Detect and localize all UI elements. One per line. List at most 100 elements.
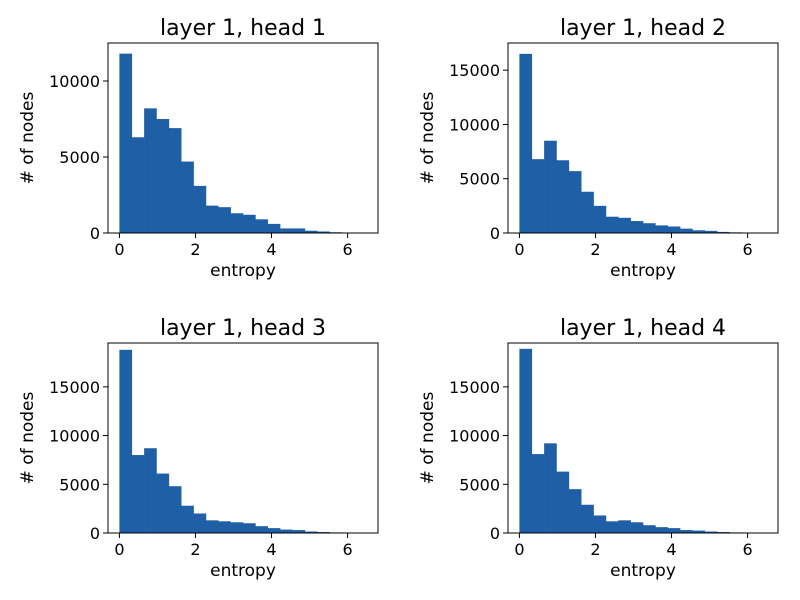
histogram-bar — [704, 531, 718, 533]
x-tick-label: 4 — [266, 540, 276, 559]
x-tick-label: 4 — [266, 240, 276, 259]
histogram-bar — [205, 205, 219, 233]
histogram-bar — [168, 128, 182, 233]
histogram-bar — [267, 528, 281, 533]
y-tick-label: 10000 — [449, 427, 500, 446]
histogram-bar — [218, 521, 231, 533]
histogram-bar — [519, 348, 533, 533]
histogram-bar — [630, 221, 644, 233]
histogram-bar — [144, 448, 157, 533]
y-tick-label: 15000 — [49, 378, 100, 397]
chart-title: layer 1, head 1 — [160, 16, 326, 41]
x-tick-label: 0 — [114, 540, 124, 559]
y-tick-label: 10000 — [49, 72, 100, 91]
y-tick-label: 15000 — [449, 378, 500, 397]
histogram-bar — [568, 171, 582, 233]
histogram-bar — [643, 223, 656, 233]
histogram-bar — [519, 53, 533, 233]
histogram-bar — [193, 185, 207, 233]
histogram-bar — [193, 513, 207, 533]
x-axis-label: entropy — [210, 561, 276, 581]
histogram-bar — [255, 526, 269, 533]
histogram-bar — [181, 161, 194, 233]
histogram-bar — [618, 520, 631, 533]
y-axis-label: # of nodes — [18, 392, 38, 485]
histogram-bar — [544, 443, 557, 533]
histogram-bar — [605, 216, 619, 233]
histogram-bar — [144, 108, 157, 233]
x-tick-label: 6 — [342, 240, 352, 259]
x-axis-label: entropy — [210, 261, 276, 281]
x-tick-label: 6 — [742, 240, 752, 259]
histogram-bar — [317, 231, 330, 233]
histogram-bar — [667, 226, 681, 233]
x-tick-label: 2 — [190, 540, 200, 559]
histogram-bar — [593, 205, 607, 233]
y-axis-label: # of nodes — [18, 92, 38, 185]
histogram-bar — [292, 530, 306, 533]
histogram-bar — [205, 520, 219, 533]
histogram-bar — [593, 515, 607, 533]
x-tick-label: 0 — [514, 540, 524, 559]
y-tick-label: 0 — [490, 224, 500, 243]
histogram-bar — [544, 140, 557, 233]
histogram-bar — [568, 489, 582, 533]
axes-frame — [507, 342, 779, 534]
chart-title: layer 1, head 2 — [560, 16, 726, 41]
subplot-1: 0 2 4 6 0 5000 10000 layer 1, head 1 entropy # of… — [18, 16, 379, 281]
histogram-bar — [218, 207, 231, 233]
histogram-bar — [304, 531, 318, 533]
histogram-bar — [267, 223, 281, 233]
subplot-3: 0 2 4 6 0 5000 10000 15000 layer 1, head 3 entrop… — [18, 316, 379, 581]
y-tick-label: 0 — [90, 224, 100, 243]
histogram-bar — [255, 219, 269, 233]
y-tick-label: 5000 — [459, 170, 500, 189]
histogram-bar — [181, 505, 194, 533]
histogram-bar — [717, 231, 730, 233]
histogram-bar — [156, 473, 170, 533]
y-tick-label: 10000 — [449, 115, 500, 134]
chart-title: layer 1, head 3 — [160, 316, 326, 341]
histogram-bar — [131, 455, 145, 533]
histogram-bar — [292, 228, 306, 233]
histogram-bar — [692, 230, 706, 233]
histogram-bar — [667, 528, 681, 533]
axes-frame — [107, 42, 379, 234]
histogram-bar — [680, 530, 693, 533]
histogram-bar — [131, 137, 145, 233]
histogram-bar — [168, 486, 182, 533]
y-tick-label: 0 — [490, 524, 500, 543]
x-tick-label: 6 — [742, 540, 752, 559]
histogram-bar — [280, 529, 293, 533]
x-tick-label: 4 — [666, 540, 676, 559]
histogram-bar — [581, 191, 594, 233]
x-tick-label: 0 — [114, 240, 124, 259]
histogram-bar — [655, 527, 669, 533]
chart-title: layer 1, head 4 — [560, 316, 726, 341]
histogram-bar — [280, 228, 293, 233]
x-tick-label: 4 — [666, 240, 676, 259]
x-tick-label: 2 — [590, 240, 600, 259]
y-tick-label: 10000 — [49, 427, 100, 446]
x-tick-label: 2 — [590, 540, 600, 559]
histogram-bar — [630, 522, 644, 533]
histogram-bar — [119, 53, 133, 233]
histogram-bar — [304, 230, 318, 233]
histogram-bar — [556, 471, 570, 533]
histogram-bar — [243, 214, 256, 233]
x-tick-label: 0 — [514, 240, 524, 259]
histogram-bar — [243, 523, 256, 533]
y-tick-label: 5000 — [59, 148, 100, 167]
histogram-bar — [156, 119, 170, 233]
histogram-bar — [531, 454, 545, 533]
histogram-bar — [704, 230, 718, 233]
histogram-bar — [531, 159, 545, 233]
subplot-2: 0 2 4 6 0 5000 10000 15000 layer 1, head 2 entrop… — [418, 16, 779, 281]
histogram-bar — [618, 217, 631, 233]
histogram-bar — [643, 525, 656, 533]
y-tick-label: 0 — [90, 524, 100, 543]
y-tick-label: 15000 — [449, 61, 500, 80]
histogram-bar — [119, 349, 133, 533]
